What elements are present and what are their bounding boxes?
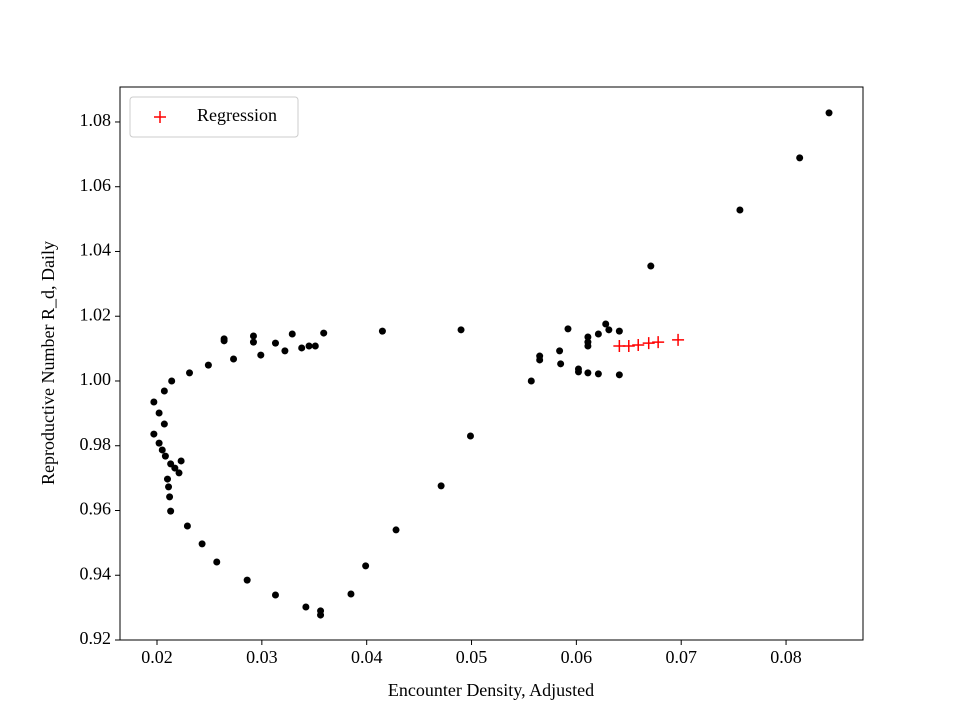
point xyxy=(652,336,665,349)
point xyxy=(584,342,592,350)
x-axis-label: Encounter Density, Adjusted xyxy=(388,680,594,700)
point xyxy=(605,326,613,334)
point xyxy=(437,482,445,490)
x-tick-label: 0.05 xyxy=(456,647,488,667)
point xyxy=(171,464,179,472)
point xyxy=(243,576,251,584)
x-tick-label: 0.04 xyxy=(351,647,383,667)
point xyxy=(594,370,602,378)
point xyxy=(166,493,174,501)
point xyxy=(647,262,655,270)
point xyxy=(213,558,221,566)
y-tick-label: 0.94 xyxy=(80,563,112,583)
x-tick-label: 0.03 xyxy=(246,647,278,667)
point xyxy=(168,377,176,385)
point xyxy=(183,522,191,530)
point xyxy=(466,432,474,440)
y-tick-label: 1.02 xyxy=(80,304,112,324)
point xyxy=(796,154,804,162)
point xyxy=(271,591,279,599)
point xyxy=(198,540,206,548)
point xyxy=(298,344,306,352)
point xyxy=(311,342,319,350)
point xyxy=(584,369,592,377)
point xyxy=(392,526,400,534)
point xyxy=(584,333,592,341)
point xyxy=(257,351,265,359)
point xyxy=(150,430,158,438)
point xyxy=(163,475,171,483)
plot-frame xyxy=(119,86,864,641)
point xyxy=(161,452,169,460)
point xyxy=(317,611,325,619)
point xyxy=(602,320,610,328)
point xyxy=(320,329,328,337)
point xyxy=(249,332,257,340)
point xyxy=(249,338,257,346)
point xyxy=(175,469,183,477)
point xyxy=(204,361,212,369)
point xyxy=(271,339,279,347)
y-tick-label: 0.98 xyxy=(80,434,112,454)
point xyxy=(302,603,310,611)
point xyxy=(564,325,572,333)
x-tick-label: 0.02 xyxy=(141,647,173,667)
x-tick-label: 0.07 xyxy=(665,647,697,667)
point xyxy=(220,337,228,345)
y-tick-label: 0.92 xyxy=(80,628,112,648)
point xyxy=(536,356,544,364)
point xyxy=(574,368,582,376)
point xyxy=(615,327,623,335)
point xyxy=(527,377,535,385)
point xyxy=(165,483,173,491)
series xyxy=(613,333,685,353)
point xyxy=(347,590,355,598)
y-tick-label: 0.96 xyxy=(80,499,112,519)
point xyxy=(160,387,168,395)
point xyxy=(642,337,655,350)
point xyxy=(177,457,185,465)
point xyxy=(622,340,635,353)
point xyxy=(305,342,313,350)
x-tick-label: 0.08 xyxy=(770,647,802,667)
point xyxy=(632,339,645,352)
point xyxy=(378,327,386,335)
point xyxy=(557,360,565,368)
point xyxy=(825,109,833,117)
y-tick-label: 1.00 xyxy=(80,369,112,389)
y-tick-label: 1.06 xyxy=(80,175,112,195)
y-axis-label: Reproductive Number R_d, Daily xyxy=(38,241,58,485)
legend-box xyxy=(129,96,299,138)
point xyxy=(362,562,370,570)
point xyxy=(556,347,564,355)
point xyxy=(155,439,163,447)
point xyxy=(155,409,163,417)
point xyxy=(736,206,744,214)
point xyxy=(672,333,685,346)
point xyxy=(288,330,296,338)
series xyxy=(150,109,833,619)
y-tick-label: 1.04 xyxy=(80,240,112,260)
point xyxy=(281,347,289,355)
x-tick-label: 0.06 xyxy=(561,647,593,667)
point xyxy=(158,446,166,454)
legend-label: Regression xyxy=(197,105,277,125)
point xyxy=(150,398,158,406)
point xyxy=(167,507,175,515)
point xyxy=(160,420,168,428)
point xyxy=(615,371,623,379)
point xyxy=(457,326,465,334)
legend-marker xyxy=(154,111,166,123)
point xyxy=(230,355,238,363)
y-tick-label: 1.08 xyxy=(80,110,112,130)
point xyxy=(186,369,194,377)
point xyxy=(594,330,602,338)
